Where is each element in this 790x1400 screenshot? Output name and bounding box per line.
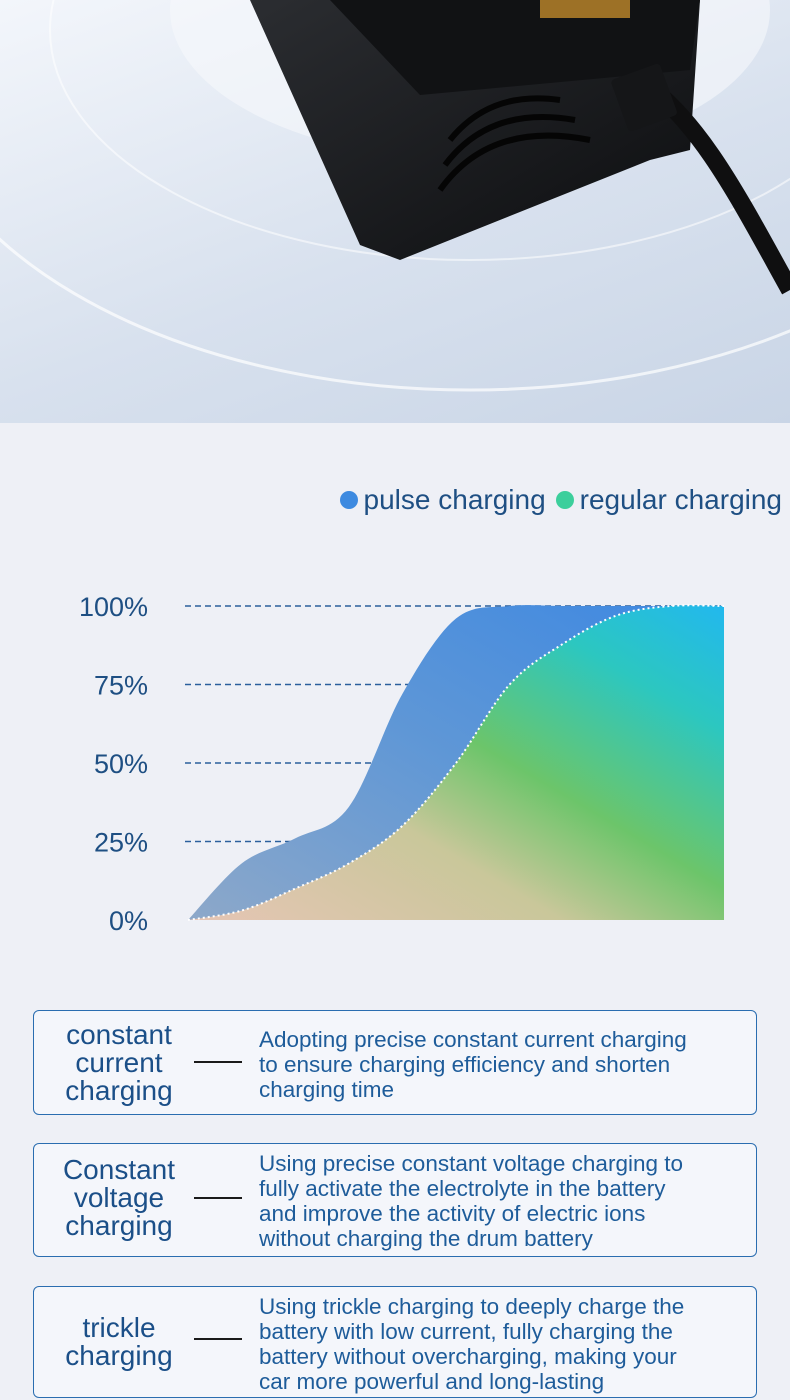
y-tick-label: 75% — [94, 671, 148, 701]
charging-curve-chart: 0% 25% 50% 75% 100% — [79, 592, 725, 936]
charger-illustration — [0, 0, 790, 392]
y-tick-label: 50% — [94, 749, 148, 779]
card-description: Using precise constant voltage charging … — [259, 1151, 683, 1251]
card-description: Adopting precise constant current chargi… — [259, 1027, 687, 1102]
legend-label-regular: regular charging — [579, 484, 782, 515]
legend-dot-pulse — [339, 491, 358, 509]
legend-item-regular: regular charging — [555, 484, 782, 516]
product-photo — [0, 0, 790, 423]
y-tick-label: 100% — [79, 592, 148, 622]
card-trickle: trickle charging Using trickle charging … — [33, 1286, 757, 1398]
connector-line — [194, 1338, 242, 1340]
regular-charging-area — [188, 605, 724, 920]
card-title: constant current charging — [65, 1019, 173, 1106]
card-constant-voltage: Constant voltage charging Using precise … — [33, 1143, 757, 1257]
y-tick-label: 25% — [94, 828, 148, 858]
chart-legend: pulse charging regular charging — [339, 484, 782, 516]
connector-line — [194, 1197, 242, 1199]
card-constant-current: constant current charging Adopting preci… — [33, 1010, 757, 1115]
card-title: Constant voltage charging — [62, 1154, 176, 1241]
legend-dot-regular — [555, 491, 574, 509]
connector-line — [194, 1061, 242, 1063]
legend-label-pulse: pulse charging — [363, 484, 546, 515]
legend-item-pulse: pulse charging — [339, 484, 546, 516]
card-title: trickle charging — [65, 1312, 173, 1371]
y-tick-label: 0% — [109, 906, 148, 936]
card-description: Using trickle charging to deeply charge … — [259, 1294, 685, 1394]
